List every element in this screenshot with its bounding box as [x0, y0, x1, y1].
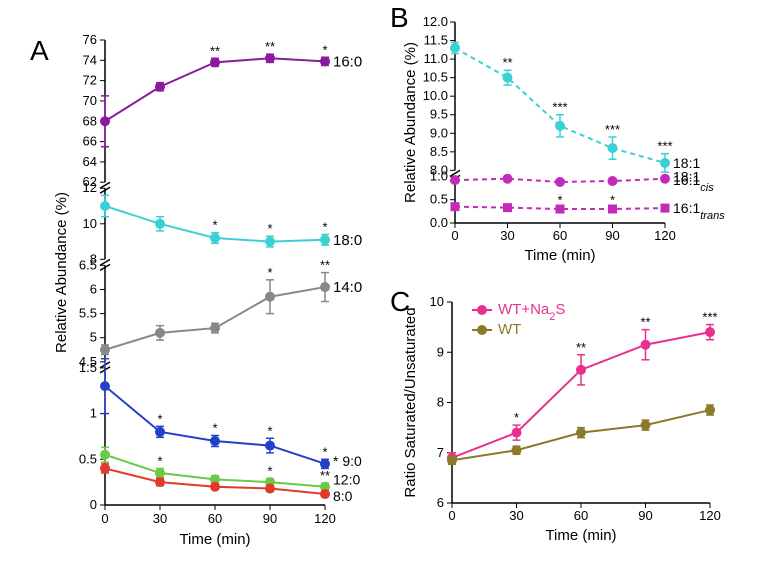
svg-text:Time (min): Time (min) — [545, 527, 616, 544]
svg-text:11.5: 11.5 — [424, 33, 448, 48]
svg-text:**: ** — [640, 315, 650, 330]
svg-text:30: 30 — [500, 228, 514, 243]
svg-text:6.5: 6.5 — [79, 257, 97, 272]
svg-text:64: 64 — [83, 154, 97, 169]
svg-text:9: 9 — [437, 344, 444, 359]
svg-text:5.5: 5.5 — [79, 306, 97, 321]
svg-text:*: * — [322, 444, 327, 459]
svg-text:30: 30 — [153, 511, 167, 526]
panel-c-chart: 0 30 60 90 120 6 7 8 9 10 Time (min) Ratio Saturate… — [400, 290, 730, 545]
svg-text:16:0: 16:0 — [333, 53, 362, 70]
svg-text:10.5: 10.5 — [423, 70, 448, 85]
svg-text:74: 74 — [83, 52, 97, 67]
svg-text:60: 60 — [208, 511, 222, 526]
svg-text:66: 66 — [83, 134, 97, 149]
svg-text:6: 6 — [90, 281, 97, 296]
svg-text:6: 6 — [437, 495, 444, 510]
svg-text:7: 7 — [437, 445, 444, 460]
svg-text:**: ** — [210, 43, 220, 58]
svg-text:0.5: 0.5 — [430, 192, 448, 207]
svg-text:0.0: 0.0 — [430, 215, 448, 230]
svg-text:*: * — [514, 410, 519, 425]
panel-a-chart: 0306090120Time (min)Relative Abundance (… — [50, 20, 380, 550]
svg-text:120: 120 — [654, 228, 676, 243]
svg-text:0: 0 — [101, 511, 108, 526]
svg-text:10.0: 10.0 — [423, 88, 448, 103]
svg-text:10: 10 — [430, 294, 444, 309]
svg-text:*: * — [322, 219, 327, 234]
svg-text:60: 60 — [574, 508, 588, 523]
svg-text:**: ** — [265, 39, 275, 54]
svg-text:Relative Abundance (%): Relative Abundance (%) — [53, 192, 70, 353]
svg-text:8: 8 — [437, 395, 444, 410]
svg-text:*: * — [212, 218, 217, 233]
svg-text:0: 0 — [448, 508, 455, 523]
svg-text:*: * — [157, 453, 162, 468]
svg-text:0: 0 — [451, 228, 458, 243]
svg-text:0: 0 — [90, 497, 97, 512]
svg-text:***: *** — [605, 122, 620, 137]
svg-text:* 9:0: * 9:0 — [333, 453, 362, 469]
svg-text:18:0: 18:0 — [333, 232, 362, 249]
svg-text:*: * — [322, 42, 327, 57]
svg-text:WT+Na2S: WT+Na2S — [498, 301, 565, 323]
svg-text:90: 90 — [263, 511, 277, 526]
svg-text:**: ** — [320, 258, 330, 273]
svg-text:Time (min): Time (min) — [524, 247, 595, 264]
svg-text:***: *** — [552, 100, 567, 115]
svg-text:16:1cis: 16:1cis — [673, 172, 714, 194]
svg-text:9.0: 9.0 — [430, 125, 448, 140]
panel-b-chart: 0 30 60 90 120 Time (min) Relative Abundance (… — [400, 10, 730, 265]
svg-text:**: ** — [502, 55, 512, 70]
svg-text:12: 12 — [83, 180, 97, 195]
svg-text:18:1: 18:1 — [673, 155, 700, 171]
svg-text:*: * — [267, 265, 272, 280]
svg-text:14:0: 14:0 — [333, 279, 362, 296]
svg-text:30: 30 — [509, 508, 523, 523]
svg-text:1.5: 1.5 — [79, 360, 97, 375]
svg-text:11.0: 11.0 — [424, 51, 448, 66]
svg-text:*: * — [212, 421, 217, 436]
svg-text:60: 60 — [553, 228, 567, 243]
svg-text:0.5: 0.5 — [79, 451, 97, 466]
svg-text:70: 70 — [83, 93, 97, 108]
svg-text:72: 72 — [83, 73, 97, 88]
svg-text:**: ** — [576, 340, 586, 355]
svg-text:10: 10 — [83, 216, 97, 231]
svg-text:68: 68 — [83, 113, 97, 128]
svg-text:*: * — [610, 193, 615, 208]
svg-text:16:1trans: 16:1trans — [673, 200, 725, 222]
svg-text:*: * — [267, 463, 272, 478]
svg-text:90: 90 — [638, 508, 652, 523]
svg-text:8.5: 8.5 — [430, 144, 448, 159]
panel-a-label: A — [30, 35, 49, 67]
svg-text:12:0: 12:0 — [333, 471, 360, 487]
svg-text:9.5: 9.5 — [430, 107, 448, 122]
svg-text:76: 76 — [83, 32, 97, 47]
svg-text:WT: WT — [498, 321, 521, 338]
svg-text:1.0: 1.0 — [430, 168, 448, 183]
svg-text:90: 90 — [605, 228, 619, 243]
svg-text:Time (min): Time (min) — [179, 531, 250, 548]
svg-text:**: ** — [320, 468, 330, 483]
svg-text:*: * — [267, 221, 272, 236]
svg-text:*: * — [557, 193, 562, 208]
svg-text:*: * — [157, 411, 162, 426]
figure: A 0306090120Time (min)Relative Abundance… — [0, 0, 769, 572]
svg-text:120: 120 — [314, 511, 336, 526]
svg-text:*: * — [267, 423, 272, 438]
svg-text:8:0: 8:0 — [333, 488, 353, 504]
svg-text:Relative Abundance (%): Relative Abundance (%) — [402, 42, 419, 203]
svg-text:***: *** — [702, 310, 717, 325]
svg-text:120: 120 — [699, 508, 721, 523]
svg-text:5: 5 — [90, 330, 97, 345]
svg-text:***: *** — [657, 139, 672, 154]
svg-text:1: 1 — [90, 406, 97, 421]
svg-text:12.0: 12.0 — [423, 14, 448, 29]
svg-text:Ratio Saturated/Unsaturated: Ratio Saturated/Unsaturated — [402, 307, 419, 497]
